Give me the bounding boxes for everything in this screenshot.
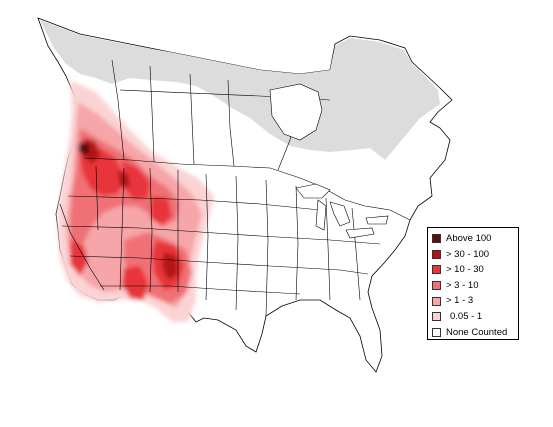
legend-row-3-10: > 3 - 10 (432, 278, 518, 294)
great-lakes (295, 183, 389, 239)
abundance-layer (58, 80, 214, 322)
legend-row-0-05-1: 0.05 - 1 (432, 309, 518, 325)
legend-row-1-3: > 1 - 3 (432, 293, 518, 309)
legend-label: Above 100 (446, 233, 492, 245)
legend-label: 0.05 - 1 (450, 311, 483, 323)
hudson-bay (269, 83, 323, 141)
legend-swatch-none-counted (432, 327, 441, 337)
not-surveyed-north (40, 20, 440, 160)
legend-swatch-1-3 (432, 296, 441, 306)
legend-swatch-above-100 (432, 234, 441, 244)
legend-row-none-counted: None Counted (432, 325, 518, 341)
legend-swatch-10-30 (432, 265, 441, 275)
legend-swatch-30-100 (432, 249, 441, 259)
legend-label: > 10 - 30 (446, 264, 484, 276)
legend-swatch-3-10 (432, 281, 441, 291)
legend-label: > 3 - 10 (446, 279, 479, 291)
legend-row-10-30: > 10 - 30 (432, 262, 518, 278)
legend-swatch-0-05-1 (432, 312, 441, 322)
legend-label: None Counted (446, 326, 508, 338)
legend-label: > 30 - 100 (446, 248, 490, 260)
political-borders (59, 59, 411, 317)
legend-row-above-100: Above 100 (432, 231, 518, 247)
legend-label: > 1 - 3 (446, 295, 474, 307)
legend-row-30-100: > 30 - 100 (432, 247, 518, 263)
map-legend: Above 100 > 30 - 100 > 10 - 30 > 3 - 10 … (427, 227, 519, 340)
